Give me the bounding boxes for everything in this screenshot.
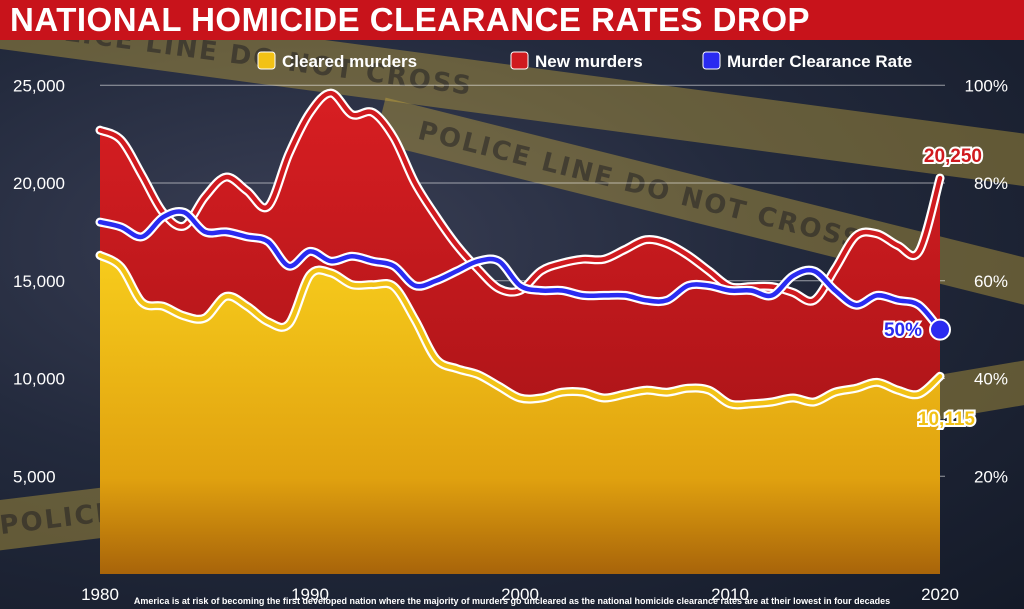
clearance-rate-end-marker — [929, 318, 951, 341]
axis-labels: 20,250 50% 10,115 5,000 10,000 15,000 20,000 25… — [13, 76, 1008, 604]
police-tape-band — [0, 0, 1024, 196]
cleared-murders-area — [100, 255, 940, 575]
legend-label-new: New murders — [535, 52, 643, 71]
chart-title: NATIONAL HOMICIDE CLEARANCE RATES DROP — [10, 1, 811, 38]
areas — [100, 93, 940, 575]
y-right-tick-label: 40% — [974, 370, 1008, 389]
caption: America is at risk of becoming the first… — [133, 596, 891, 606]
x-tick-label: 1990 — [291, 585, 329, 604]
cleared-murders-line — [97, 253, 943, 408]
new-murders-end-label: 20,250 — [924, 146, 982, 167]
legend-label-rate: Murder Clearance Rate — [727, 52, 912, 71]
clearance-rate-end-label: 50% — [884, 320, 922, 341]
y-left-tick-label: 10,000 — [13, 370, 65, 389]
clearance-rate-line — [97, 209, 943, 332]
legend-swatch-cleared — [257, 51, 276, 70]
series-lines — [95, 88, 951, 410]
x-tick-label: 2000 — [501, 585, 539, 604]
y-left-tick-label: 15,000 — [13, 272, 65, 291]
y-right-tick-label: 80% — [974, 174, 1008, 193]
y-right-tick-label: 60% — [974, 272, 1008, 291]
legend: Cleared murders New murders Murder Clearan… — [257, 51, 912, 71]
y-left-tick-label: 25,000 — [13, 76, 65, 95]
y-right-tick-label: 20% — [974, 467, 1008, 486]
legend-swatch-rate — [702, 51, 721, 70]
x-tick-label: 2010 — [711, 585, 749, 604]
y-left-tick-label: 5,000 — [13, 467, 56, 486]
legend-label-cleared: Cleared murders — [282, 52, 417, 71]
x-tick-label: 2020 — [921, 585, 959, 604]
y-left-tick-label: 20,000 — [13, 174, 65, 193]
legend-swatch-new — [510, 51, 529, 70]
y-right-tick-label: 100% — [965, 76, 1008, 95]
title-banner: NATIONAL HOMICIDE CLEARANCE RATES DROP — [0, 0, 1024, 40]
x-tick-label: 1980 — [81, 585, 119, 604]
cleared-murders-end-label: 10,115 — [918, 409, 975, 430]
